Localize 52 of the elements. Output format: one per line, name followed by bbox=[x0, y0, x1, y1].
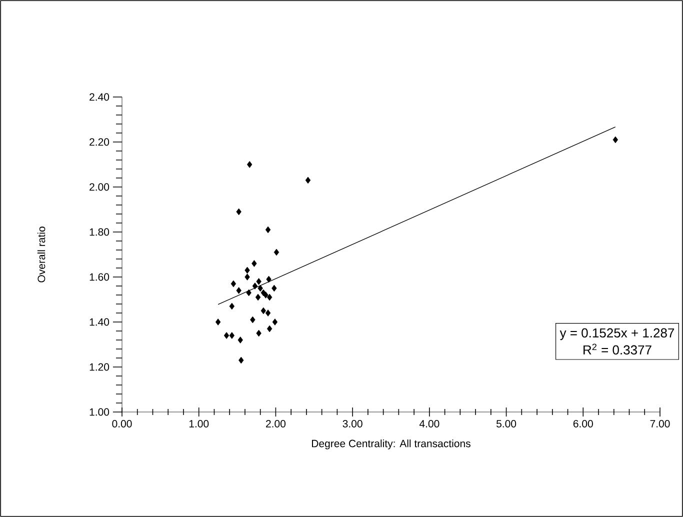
x-tick-label: 4.00 bbox=[419, 420, 440, 428]
y-tick-label: 1.40 bbox=[90, 318, 110, 326]
point bbox=[256, 278, 262, 285]
y-tick-label: 1.60 bbox=[90, 273, 110, 281]
point bbox=[250, 316, 256, 324]
x-tick-label: 0.00 bbox=[112, 420, 132, 428]
point bbox=[215, 318, 221, 326]
point bbox=[230, 280, 236, 288]
point bbox=[246, 289, 252, 296]
point bbox=[260, 307, 266, 314]
point bbox=[256, 330, 262, 337]
point bbox=[252, 260, 257, 267]
point bbox=[246, 161, 252, 168]
point bbox=[236, 287, 242, 294]
x-axis-title: Degree Centrality: All transactions bbox=[312, 440, 470, 450]
point bbox=[266, 276, 272, 283]
point bbox=[266, 325, 272, 332]
x-tick-label: 3.00 bbox=[342, 420, 362, 428]
y-tick-label: 1.00 bbox=[90, 408, 110, 416]
point bbox=[244, 266, 250, 274]
point bbox=[238, 336, 243, 344]
point bbox=[224, 332, 230, 339]
point bbox=[274, 248, 280, 256]
point bbox=[258, 284, 263, 292]
point bbox=[272, 284, 277, 292]
point bbox=[265, 310, 271, 316]
x-tick-label: 1.00 bbox=[189, 420, 209, 428]
annotation: y = 0.1525x + 1.287 bbox=[560, 328, 674, 340]
x-tick-label: 5.00 bbox=[496, 420, 516, 428]
point bbox=[263, 292, 268, 298]
y-tick-label: 2.40 bbox=[90, 93, 110, 101]
point bbox=[238, 356, 244, 364]
point bbox=[229, 332, 235, 339]
point bbox=[272, 318, 278, 326]
point bbox=[305, 176, 311, 184]
annotation: R$^{2}$ = 0.3377 bbox=[584, 344, 652, 354]
x-tick-label: 6.00 bbox=[573, 420, 593, 428]
y-tick-label: 2.20 bbox=[90, 138, 110, 146]
y-tick-label: 2.00 bbox=[90, 183, 110, 191]
point bbox=[229, 302, 235, 310]
point bbox=[255, 294, 261, 301]
y-tick-label: 1.80 bbox=[90, 228, 110, 236]
y-tick-label: 1.20 bbox=[90, 363, 110, 371]
point bbox=[265, 226, 271, 234]
point bbox=[612, 136, 618, 144]
x-tick-label: 2.00 bbox=[266, 420, 286, 428]
x-tick-label: 7.00 bbox=[650, 420, 670, 428]
point bbox=[266, 294, 272, 301]
y-axis-title: Overall ratio bbox=[37, 226, 46, 282]
point bbox=[244, 274, 250, 280]
point bbox=[236, 208, 242, 216]
point bbox=[252, 282, 258, 290]
